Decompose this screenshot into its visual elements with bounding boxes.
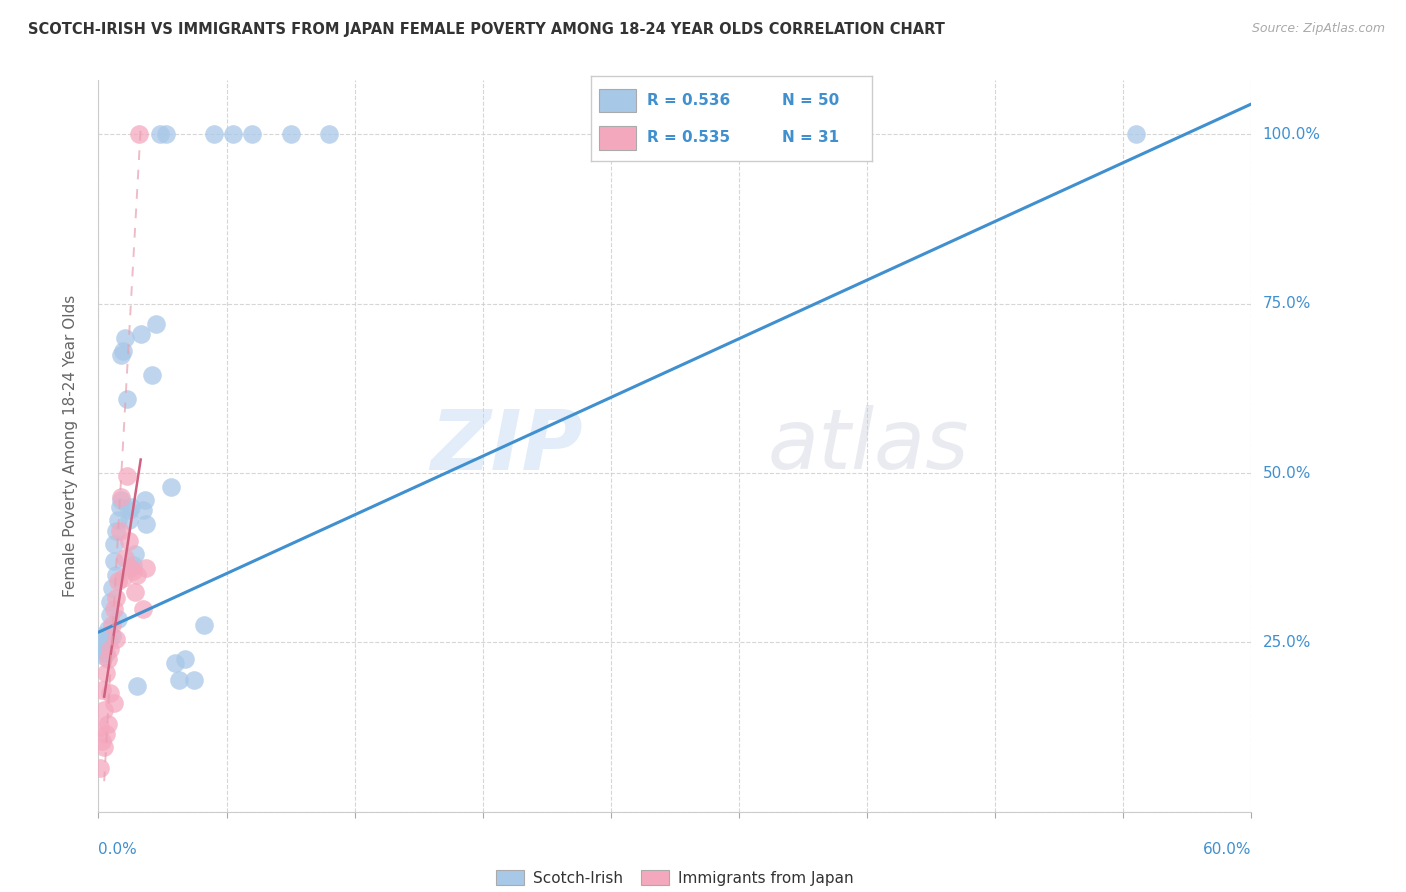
Point — [114, 550, 136, 565]
Point — [118, 503, 141, 517]
Text: R = 0.535: R = 0.535 — [647, 130, 730, 145]
Point — [98, 686, 121, 700]
Point — [91, 635, 114, 649]
Point — [108, 500, 131, 514]
Text: Source: ZipAtlas.com: Source: ZipAtlas.com — [1251, 22, 1385, 36]
Point — [1125, 128, 1147, 142]
Point — [112, 571, 135, 585]
Point — [222, 128, 245, 142]
Point — [94, 665, 117, 680]
Point — [91, 733, 114, 747]
Point — [183, 673, 205, 687]
Point — [114, 331, 136, 345]
Point — [110, 493, 132, 508]
Point — [135, 561, 157, 575]
Point — [101, 629, 124, 643]
Point — [91, 629, 114, 643]
Text: SCOTCH-IRISH VS IMMIGRANTS FROM JAPAN FEMALE POVERTY AMONG 18-24 YEAR OLDS CORRE: SCOTCH-IRISH VS IMMIGRANTS FROM JAPAN FE… — [28, 22, 945, 37]
Point — [97, 652, 120, 666]
Text: R = 0.536: R = 0.536 — [647, 93, 730, 108]
Text: 0.0%: 0.0% — [98, 842, 138, 857]
Point — [280, 128, 302, 142]
Point — [135, 516, 157, 531]
Point — [97, 622, 120, 636]
Point — [145, 317, 167, 331]
Point — [134, 493, 156, 508]
Point — [155, 128, 177, 142]
Point — [110, 490, 132, 504]
Point — [160, 480, 183, 494]
Point — [103, 601, 125, 615]
Point — [131, 503, 153, 517]
Text: 25.0%: 25.0% — [1263, 635, 1310, 650]
Point — [103, 537, 125, 551]
Point — [104, 632, 127, 646]
Point — [131, 601, 153, 615]
Point — [103, 697, 125, 711]
Point — [89, 761, 111, 775]
Legend: Scotch-Irish, Immigrants from Japan: Scotch-Irish, Immigrants from Japan — [491, 863, 859, 892]
Text: 50.0%: 50.0% — [1263, 466, 1310, 481]
Point — [120, 561, 142, 575]
Point — [93, 648, 115, 663]
Text: 60.0%: 60.0% — [1204, 842, 1251, 857]
Point — [124, 547, 146, 561]
Point — [202, 128, 225, 142]
Point — [98, 595, 121, 609]
Point — [167, 673, 190, 687]
Point — [318, 128, 340, 142]
Point — [125, 680, 148, 694]
Point — [93, 740, 115, 755]
Point — [107, 612, 129, 626]
Point — [97, 632, 120, 646]
Point — [104, 567, 127, 582]
Point — [110, 348, 132, 362]
Point — [128, 128, 150, 142]
Point — [141, 368, 163, 382]
Text: atlas: atlas — [768, 406, 969, 486]
Point — [124, 584, 146, 599]
Point — [91, 682, 114, 697]
Point — [117, 392, 138, 406]
Text: N = 50: N = 50 — [782, 93, 839, 108]
Text: 100.0%: 100.0% — [1263, 127, 1320, 142]
Point — [120, 500, 142, 514]
Point — [108, 524, 131, 538]
Point — [94, 727, 117, 741]
Point — [89, 642, 111, 657]
Point — [118, 533, 141, 548]
Point — [98, 608, 121, 623]
Point — [122, 558, 145, 572]
Point — [101, 581, 124, 595]
Point — [117, 469, 138, 483]
Point — [165, 656, 187, 670]
Point — [94, 646, 117, 660]
Y-axis label: Female Poverty Among 18-24 Year Olds: Female Poverty Among 18-24 Year Olds — [63, 295, 77, 597]
Point — [112, 344, 135, 359]
Point — [118, 514, 141, 528]
Point — [240, 128, 263, 142]
Text: 75.0%: 75.0% — [1263, 296, 1310, 311]
Bar — [599, 88, 636, 112]
Point — [93, 703, 115, 717]
Point — [125, 567, 148, 582]
Point — [93, 639, 115, 653]
Text: N = 31: N = 31 — [782, 130, 839, 145]
Text: ZIP: ZIP — [430, 406, 582, 486]
Point — [103, 554, 125, 568]
Point — [174, 652, 197, 666]
Point — [97, 716, 120, 731]
Point — [101, 618, 124, 632]
Point — [129, 327, 152, 342]
Point — [104, 591, 127, 606]
Point — [193, 618, 215, 632]
Point — [98, 642, 121, 657]
Point — [107, 574, 129, 589]
Point — [122, 564, 145, 578]
Point — [107, 514, 129, 528]
Point — [149, 128, 172, 142]
Point — [89, 720, 111, 734]
Bar — [599, 126, 636, 150]
Point — [104, 524, 127, 538]
